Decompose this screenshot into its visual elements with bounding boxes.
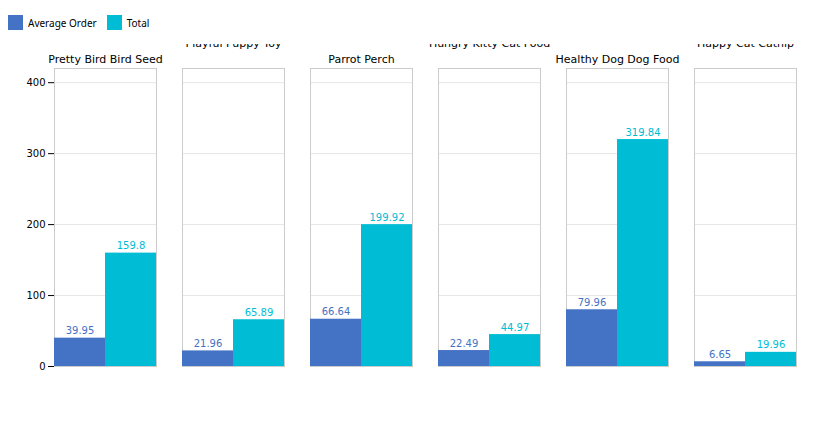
svg-text:400: 400 bbox=[26, 77, 45, 88]
html-text:Average Order: Average Order bbox=[28, 15, 97, 30]
svg-text:44.97: 44.97 bbox=[501, 322, 530, 333]
svg-text:66.64: 66.64 bbox=[322, 306, 351, 317]
svg-text:319.84: 319.84 bbox=[626, 127, 661, 138]
svg-text:21.96: 21.96 bbox=[194, 338, 223, 349]
svg-text:6.65: 6.65 bbox=[709, 349, 731, 360]
svg-text:22.49: 22.49 bbox=[450, 338, 479, 349]
svg-text:39.95: 39.95 bbox=[66, 325, 95, 336]
svg-text:300: 300 bbox=[26, 148, 45, 159]
svg-text:159.8: 159.8 bbox=[117, 240, 146, 251]
svg-text:100: 100 bbox=[26, 290, 45, 301]
svg-text:Hungry Kitty Cat Food: Hungry Kitty Cat Food bbox=[429, 44, 550, 50]
svg-text:0: 0 bbox=[39, 361, 45, 372]
svg-text:Healthy Dog Dog Food: Healthy Dog Dog Food bbox=[556, 53, 680, 66]
svg-text:19.96: 19.96 bbox=[757, 339, 786, 350]
svg-text:199.92: 199.92 bbox=[370, 212, 405, 223]
svg-text:65.89: 65.89 bbox=[245, 307, 274, 318]
svg-text:Happy Cat Catnip: Happy Cat Catnip bbox=[697, 44, 794, 50]
svg-text:Playful Puppy Toy: Playful Puppy Toy bbox=[186, 44, 282, 50]
html-text:Total: Total bbox=[126, 15, 150, 30]
svg-text:79.96: 79.96 bbox=[578, 297, 607, 308]
svg-text:Parrot Perch: Parrot Perch bbox=[328, 53, 394, 66]
svg-text:200: 200 bbox=[26, 219, 45, 230]
svg-text:Pretty Bird Bird Seed: Pretty Bird Bird Seed bbox=[48, 53, 162, 66]
